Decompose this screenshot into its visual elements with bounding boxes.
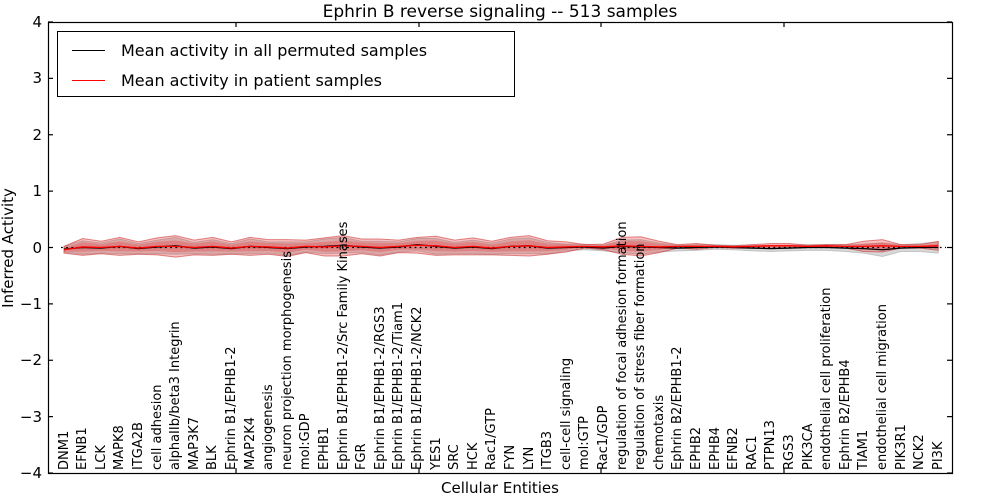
x-tick-label: chemotaxis [651, 394, 667, 470]
patient-std-band [63, 235, 939, 258]
legend-label: Mean activity in patient samples [121, 70, 382, 90]
x-tick-label: LYN [521, 446, 537, 470]
x-tick-label: MAPK8 [112, 425, 128, 470]
x-tick-label: TIAM1 [856, 429, 872, 470]
x-tick-label: mol:GDP [298, 413, 314, 470]
x-tick-label: Ephrin B2/EPHB1-2 [670, 346, 686, 470]
chart-title: Ephrin B reverse signaling -- 513 sample… [322, 2, 678, 22]
x-tick-label: Ephrin B1/EPHB1-2 [223, 346, 239, 470]
x-tick-label: BLK [205, 445, 221, 470]
y-tick-label: −3 [19, 407, 42, 426]
x-tick-label: PI3K [930, 441, 946, 470]
x-tick-label: endothelial cell migration [874, 304, 890, 470]
x-tick-label: ITGA2B [130, 422, 146, 470]
x-tick-label: Ephrin B1/EPHB1-2/RGS3 [372, 306, 388, 470]
x-tick-label: Ephrin B2/EPHB4 [837, 359, 853, 470]
x-tick-label: regulation of focal adhesion formation [614, 221, 630, 470]
x-tick-label: regulation of stress fiber formation [633, 243, 649, 470]
x-tick-label: Rac1/GDP [595, 405, 611, 470]
patient-std-band-core [64, 240, 939, 253]
x-tick-label: cell-cell signaling [558, 357, 574, 470]
x-tick-label: NCK2 [912, 434, 928, 470]
x-tick-label: cell adhesion [149, 384, 165, 470]
x-tick-label: angiogenesis [261, 384, 277, 470]
x-tick-label: FYN [502, 444, 518, 470]
x-tick-label: EPHB4 [707, 426, 723, 470]
x-tick-label: neuron projection morphogenesis [279, 251, 295, 470]
x-tick-label: FGR [354, 443, 370, 470]
x-tick-label: mol:GTP [577, 416, 593, 470]
x-tick-label: EPHB2 [688, 426, 704, 470]
x-tick-label: MAP3K7 [186, 416, 202, 470]
x-tick-label: RGS3 [781, 434, 797, 470]
x-tick-label: PIK3R1 [893, 424, 909, 470]
x-tick-label: RAC1 [744, 435, 760, 470]
y-tick-label: 4 [32, 12, 42, 31]
x-tick-label: EFNB2 [726, 427, 742, 470]
x-tick-label: Ephrin B1/EPHB1-2/NCK2 [409, 306, 425, 470]
y-tick-label: −1 [19, 294, 42, 313]
y-tick-label: 0 [32, 238, 42, 257]
y-tick-label: 2 [32, 125, 42, 144]
x-tick-label: ITGB3 [540, 430, 556, 470]
legend-label: Mean activity in all permuted samples [121, 40, 428, 60]
x-tick-label: DNM1 [56, 430, 72, 470]
x-tick-label: LCK [93, 445, 109, 470]
y-tick-label: −4 [19, 464, 42, 483]
legend-entry: Mean activity in patient samples [58, 68, 382, 92]
patient-mean-line [63, 244, 939, 251]
y-tick-label: −2 [19, 351, 42, 370]
y-tick-label: 1 [32, 182, 42, 201]
x-tick-label: Ephrin B1/EPHB1-2/Src Family Kinases [335, 221, 351, 470]
x-tick-label: YES1 [428, 437, 444, 470]
patient-line-sample-icon [72, 79, 105, 81]
x-tick-label: EPHB1 [316, 426, 332, 470]
legend-entry: Mean activity in all permuted samples [58, 38, 427, 62]
x-tick-label: endothelial cell proliferation [819, 287, 835, 471]
x-tick-label: PTPN13 [763, 420, 779, 470]
x-tick-label: MAP2K4 [242, 416, 258, 470]
x-tick-label: SRC [447, 444, 463, 470]
x-axis-label: Cellular Entities [441, 479, 559, 497]
x-tick-label: EFNB1 [75, 427, 91, 470]
permuted-line-sample-icon [72, 49, 105, 51]
y-tick-label: 3 [32, 69, 42, 88]
x-tick-label: alphaIIb/beta3 Integrin [168, 321, 184, 470]
x-tick-label: Ephrin B1/EPHB1-2/Tiam1 [391, 301, 407, 470]
x-tick-label: Rac1/GTP [484, 408, 500, 470]
x-tick-label: PIK3CA [800, 423, 816, 470]
x-tick-label: HCK [465, 442, 481, 470]
legend: Mean activity in all permuted samples Mea… [57, 31, 515, 97]
